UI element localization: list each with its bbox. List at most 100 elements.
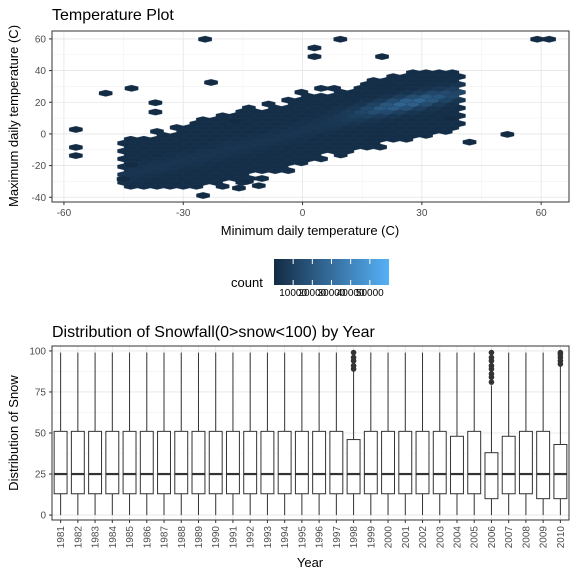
top-chart-title: Temperature Plot xyxy=(52,7,174,24)
box-outlier-point xyxy=(557,349,564,356)
hex-cell xyxy=(69,126,83,133)
boxplot-1986 xyxy=(139,352,154,516)
box-outlier-point xyxy=(488,354,495,361)
bottom-x-axis-title: Year xyxy=(297,555,324,570)
bottom-x-tick-label: 1989 xyxy=(194,526,205,549)
bottom-x-tick-label: 1996 xyxy=(315,526,326,549)
hex-cell xyxy=(116,175,131,183)
bottom-x-tick-label: 1994 xyxy=(280,526,291,549)
box-iqr xyxy=(536,430,551,500)
bottom-y-axis-title: Distribution of Snow xyxy=(6,375,21,491)
bottom-x-tick-label: 2003 xyxy=(435,526,446,549)
boxplot-2000 xyxy=(381,352,396,516)
top-x-axis: -60 -30 0 30 60 xyxy=(57,202,547,219)
box-iqr xyxy=(553,443,568,500)
legend-tick-label: 50000 xyxy=(356,288,384,299)
bottom-x-tick-label: 1983 xyxy=(91,526,102,549)
bottom-y-tick-label: 25 xyxy=(35,470,47,481)
top-y-tick-label: 20 xyxy=(35,98,47,109)
hex-cell xyxy=(307,53,322,61)
hex-cell xyxy=(261,100,276,108)
hex-cell xyxy=(69,143,83,151)
boxplot-2001 xyxy=(398,352,413,516)
box-iqr xyxy=(484,452,499,500)
bottom-x-tick-label: 2005 xyxy=(470,526,481,549)
box-iqr xyxy=(122,430,137,495)
box-iqr xyxy=(432,430,447,495)
boxplot-2005 xyxy=(467,352,482,516)
legend-title: count xyxy=(231,275,263,290)
box-iqr xyxy=(208,430,223,495)
bottom-grid xyxy=(52,346,569,520)
boxplot-1989 xyxy=(191,352,206,516)
box-iqr xyxy=(415,430,430,495)
temperature-hexbin-chart: Temperature Plot -60 -30 0 30 60 -40 -20 0 20 40… xyxy=(6,7,570,238)
boxplot-2007 xyxy=(501,352,516,516)
bottom-x-tick-label: 2007 xyxy=(504,526,515,549)
box-iqr xyxy=(346,439,361,495)
hex-cell xyxy=(148,108,163,116)
hex-cell xyxy=(150,128,164,135)
boxplot-1997 xyxy=(329,352,344,516)
hex-cell xyxy=(198,35,212,43)
hex-cell xyxy=(255,175,269,182)
boxplot-2010 xyxy=(553,349,568,516)
box-iqr xyxy=(312,430,327,495)
box-outlier-point xyxy=(350,354,357,361)
legend-tick-label: 10000 xyxy=(279,288,307,299)
hex-cell xyxy=(196,192,210,199)
hex-cell xyxy=(542,35,556,43)
boxplot-1994 xyxy=(277,352,292,516)
boxplot-1987 xyxy=(157,352,171,516)
hex-cell xyxy=(98,89,113,97)
hex-cell xyxy=(232,184,246,192)
box-iqr xyxy=(191,430,206,495)
boxplot-2004 xyxy=(450,352,464,516)
box-iqr xyxy=(501,435,516,495)
hex-cell xyxy=(307,44,322,52)
bottom-y-axis: 0 25 50 75 100 xyxy=(29,346,52,522)
box-iqr xyxy=(518,430,533,495)
boxplot-1991 xyxy=(225,352,240,516)
box-iqr xyxy=(139,430,154,495)
top-y-tick-label: 40 xyxy=(35,66,47,77)
boxplot-1984 xyxy=(105,352,120,516)
bottom-x-tick-label: 2009 xyxy=(539,526,550,549)
hex-cell xyxy=(204,79,218,86)
hex-cell xyxy=(462,138,477,146)
top-x-tick-label: 0 xyxy=(300,208,306,219)
boxplot-1985 xyxy=(122,352,137,516)
bottom-x-tick-label: 2010 xyxy=(556,526,567,549)
boxplot-2006 xyxy=(484,349,499,516)
top-x-tick-label: 30 xyxy=(416,208,428,219)
bottom-x-tick-label: 1982 xyxy=(73,526,84,549)
bottom-y-tick-label: 75 xyxy=(35,387,47,398)
boxplot-1999 xyxy=(363,352,378,516)
hex-cell xyxy=(500,130,515,138)
hex-cell xyxy=(124,84,139,92)
box-iqr xyxy=(53,430,68,495)
box-iqr xyxy=(260,430,275,495)
bottom-x-tick-label: 1998 xyxy=(349,526,360,549)
boxplot-2002 xyxy=(415,352,430,516)
boxplot-1992 xyxy=(243,352,258,516)
box-outlier-point xyxy=(350,349,357,356)
boxplot-2008 xyxy=(518,352,533,516)
bottom-x-tick-label: 1997 xyxy=(332,526,343,549)
bottom-x-tick-label: 2000 xyxy=(384,526,395,549)
bottom-chart-title: Distribution of Snowfall(0>snow<100) by … xyxy=(52,324,376,341)
top-x-axis-title: Minimum daily temperature (C) xyxy=(221,223,399,238)
box-outlier-point xyxy=(350,362,357,369)
bottom-x-tick-label: 1993 xyxy=(263,526,274,549)
boxplot-1995 xyxy=(294,352,309,516)
box-iqr xyxy=(243,430,258,495)
hex-cell xyxy=(242,104,256,112)
box-iqr xyxy=(174,430,189,495)
boxplot-1982 xyxy=(70,352,85,516)
box-iqr xyxy=(381,430,396,495)
hex-cell xyxy=(124,161,139,169)
hex-cell xyxy=(251,182,266,190)
box-iqr xyxy=(363,430,378,495)
bottom-x-tick-label: 1981 xyxy=(56,526,67,549)
top-x-tick-label: -60 xyxy=(57,208,72,219)
